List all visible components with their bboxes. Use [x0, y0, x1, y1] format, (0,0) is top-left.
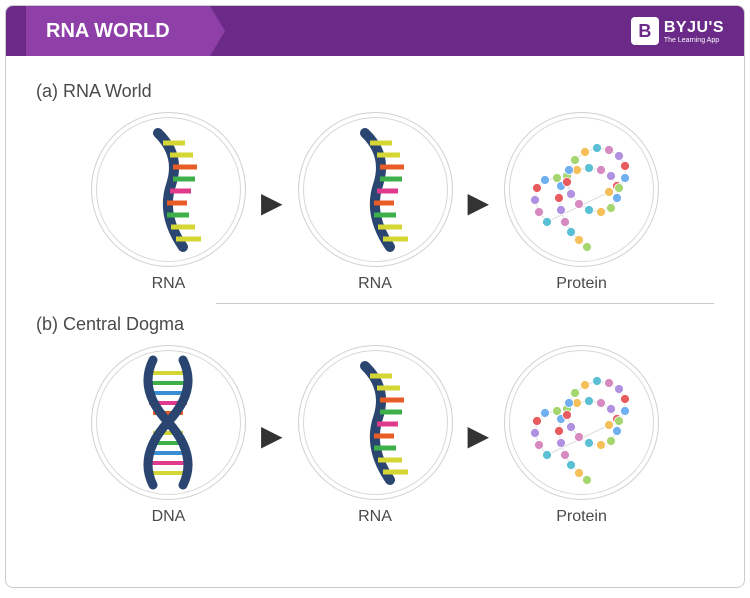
protein-label: Protein: [556, 508, 607, 526]
rna-node: RNA: [91, 112, 246, 293]
rna-node: RNA: [298, 112, 453, 293]
divider: [216, 303, 714, 304]
header: RNA WORLD B BYJU'S The Learning App: [6, 6, 744, 56]
rna-label: RNA: [152, 275, 186, 293]
rna-circle: [298, 112, 453, 267]
protein-node: Protein: [504, 112, 659, 293]
logo-icon: B: [631, 17, 659, 45]
protein-label: Protein: [556, 275, 607, 293]
arrow-icon: ▶: [468, 419, 490, 452]
arrow-icon: ▶: [261, 419, 283, 452]
section-b-label: (b) Central Dogma: [36, 314, 714, 335]
arrow-icon: ▶: [261, 186, 283, 219]
row-a: RNA ▶ RNA ▶ Protein: [36, 112, 714, 293]
logo: B BYJU'S The Learning App: [631, 17, 724, 45]
content-area: (a) RNA World RNA ▶ RNA ▶ Protein (b) Centr…: [6, 56, 744, 551]
rna-circle: [91, 112, 246, 267]
row-b: DNA ▶ RNA ▶ Protein: [36, 345, 714, 526]
logo-text: BYJU'S: [664, 19, 724, 36]
logo-subtitle: The Learning App: [664, 37, 724, 44]
diagram-container: RNA WORLD B BYJU'S The Learning App (a) …: [5, 5, 745, 588]
rna-circle: [298, 345, 453, 500]
protein-circle: [504, 112, 659, 267]
arrow-icon: ▶: [468, 186, 490, 219]
protein-circle: [504, 345, 659, 500]
page-title: RNA WORLD: [26, 6, 210, 56]
dna-node: DNA: [91, 345, 246, 526]
dna-circle: [91, 345, 246, 500]
rna-label: RNA: [358, 275, 392, 293]
dna-label: DNA: [152, 508, 186, 526]
rna-node: RNA: [298, 345, 453, 526]
protein-node: Protein: [504, 345, 659, 526]
section-a-label: (a) RNA World: [36, 81, 714, 102]
rna-label: RNA: [358, 508, 392, 526]
